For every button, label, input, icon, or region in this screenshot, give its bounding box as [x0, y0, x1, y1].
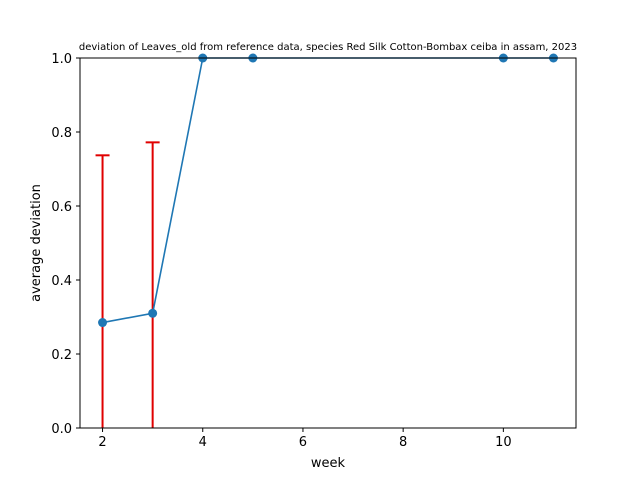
x-tick-label: 4: [199, 435, 207, 450]
y-tick-label: 0.0: [51, 422, 72, 437]
x-tick-label: 2: [98, 435, 106, 450]
x-axis: 2 4 6 8 10: [98, 428, 512, 450]
data-point: [148, 308, 158, 318]
y-tick-label: 0.8: [51, 126, 72, 141]
chart-title: deviation of Leaves_old from reference d…: [79, 42, 577, 53]
y-tick-label: 0.2: [51, 348, 72, 363]
y-axis: 0.0 0.2 0.4 0.6 0.8 1.0: [51, 52, 80, 437]
data-point: [98, 318, 108, 328]
y-tick-label: 0.4: [51, 274, 72, 289]
y-tick-label: 0.6: [51, 200, 72, 215]
x-axis-label: week: [311, 456, 346, 471]
y-axis-label: average deviation: [29, 184, 44, 302]
series-line: [102, 57, 554, 324]
x-tick-label: 6: [299, 435, 307, 450]
x-tick-label: 10: [495, 435, 512, 450]
y-tick-label: 1.0: [51, 52, 72, 67]
x-tick-label: 8: [399, 435, 407, 450]
plot-area: [95, 53, 558, 428]
axes-frame: [79, 57, 577, 429]
